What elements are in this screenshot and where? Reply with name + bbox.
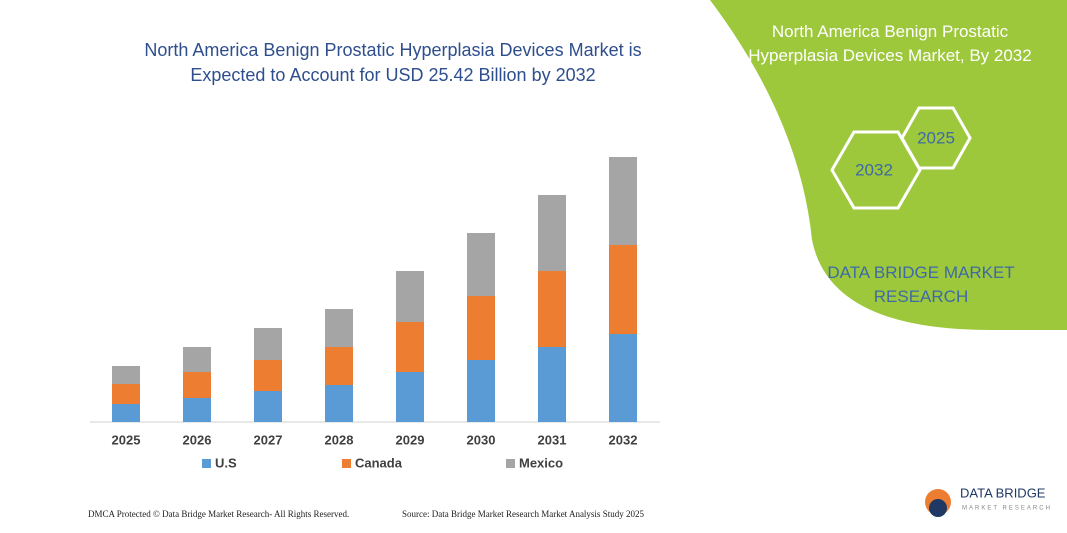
logo-tagline: MARKET RESEARCH (962, 506, 1052, 512)
bar-segment (254, 360, 282, 391)
legend-swatch (506, 459, 515, 468)
x-tick-label: 2030 (467, 432, 496, 447)
logo-mark (929, 499, 947, 517)
panel-title: North America Benign Prostatic Hyperplas… (748, 22, 1032, 65)
hexagon (900, 106, 972, 170)
bar-segment (467, 296, 495, 360)
legend-swatch (342, 459, 351, 468)
bar-segment (467, 233, 495, 296)
bar-segment (396, 271, 424, 322)
bar-segment (538, 271, 566, 347)
legend-label: Mexico (519, 455, 563, 470)
x-tick-label: 2032 (609, 432, 638, 447)
legend-label: U.S (215, 455, 237, 470)
x-tick-label: 2028 (325, 432, 354, 447)
x-tick-label: 2027 (254, 432, 283, 447)
bar-segment (396, 322, 424, 372)
x-tick-label: 2025 (112, 432, 141, 447)
hexagon (830, 130, 922, 210)
hex-label: 2032 (855, 160, 893, 179)
logo: DATA BRIDGE MARKET RESEARCH (925, 485, 1052, 517)
bar-segment (183, 398, 211, 422)
bar-segment (609, 157, 637, 245)
bar-segment (325, 385, 353, 422)
bar-segment (396, 372, 424, 422)
bar-segment (112, 366, 140, 384)
footer-right: Source: Data Bridge Market Research Mark… (402, 509, 644, 519)
bar-segment (112, 384, 140, 404)
bar-segment (609, 245, 637, 334)
bar-segment (254, 328, 282, 360)
bar-segment (112, 404, 140, 422)
bar-segment (325, 347, 353, 385)
bar-segment (538, 347, 566, 422)
bar-segment (325, 309, 353, 347)
footer-left: DMCA Protected © Data Bridge Market Rese… (88, 509, 350, 519)
legend-swatch (202, 459, 211, 468)
bar-segment (183, 347, 211, 372)
bar-segment (254, 391, 282, 422)
logo-name: DATA BRIDGE (960, 485, 1046, 500)
chart-title: North America Benign Prostatic Hyperplas… (144, 40, 642, 85)
bar-segment (183, 372, 211, 398)
x-tick-label: 2029 (396, 432, 425, 447)
legend-label: Canada (355, 455, 403, 470)
x-tick-label: 2026 (183, 432, 212, 447)
green-panel (710, 0, 1067, 330)
x-tick-label: 2031 (538, 432, 567, 447)
bar-segment (609, 334, 637, 422)
hex-label: 2025 (917, 128, 955, 147)
bar-segment (538, 195, 566, 271)
brand: DATA BRIDGE MARKET RESEARCH (827, 263, 1015, 306)
bar-segment (467, 360, 495, 422)
